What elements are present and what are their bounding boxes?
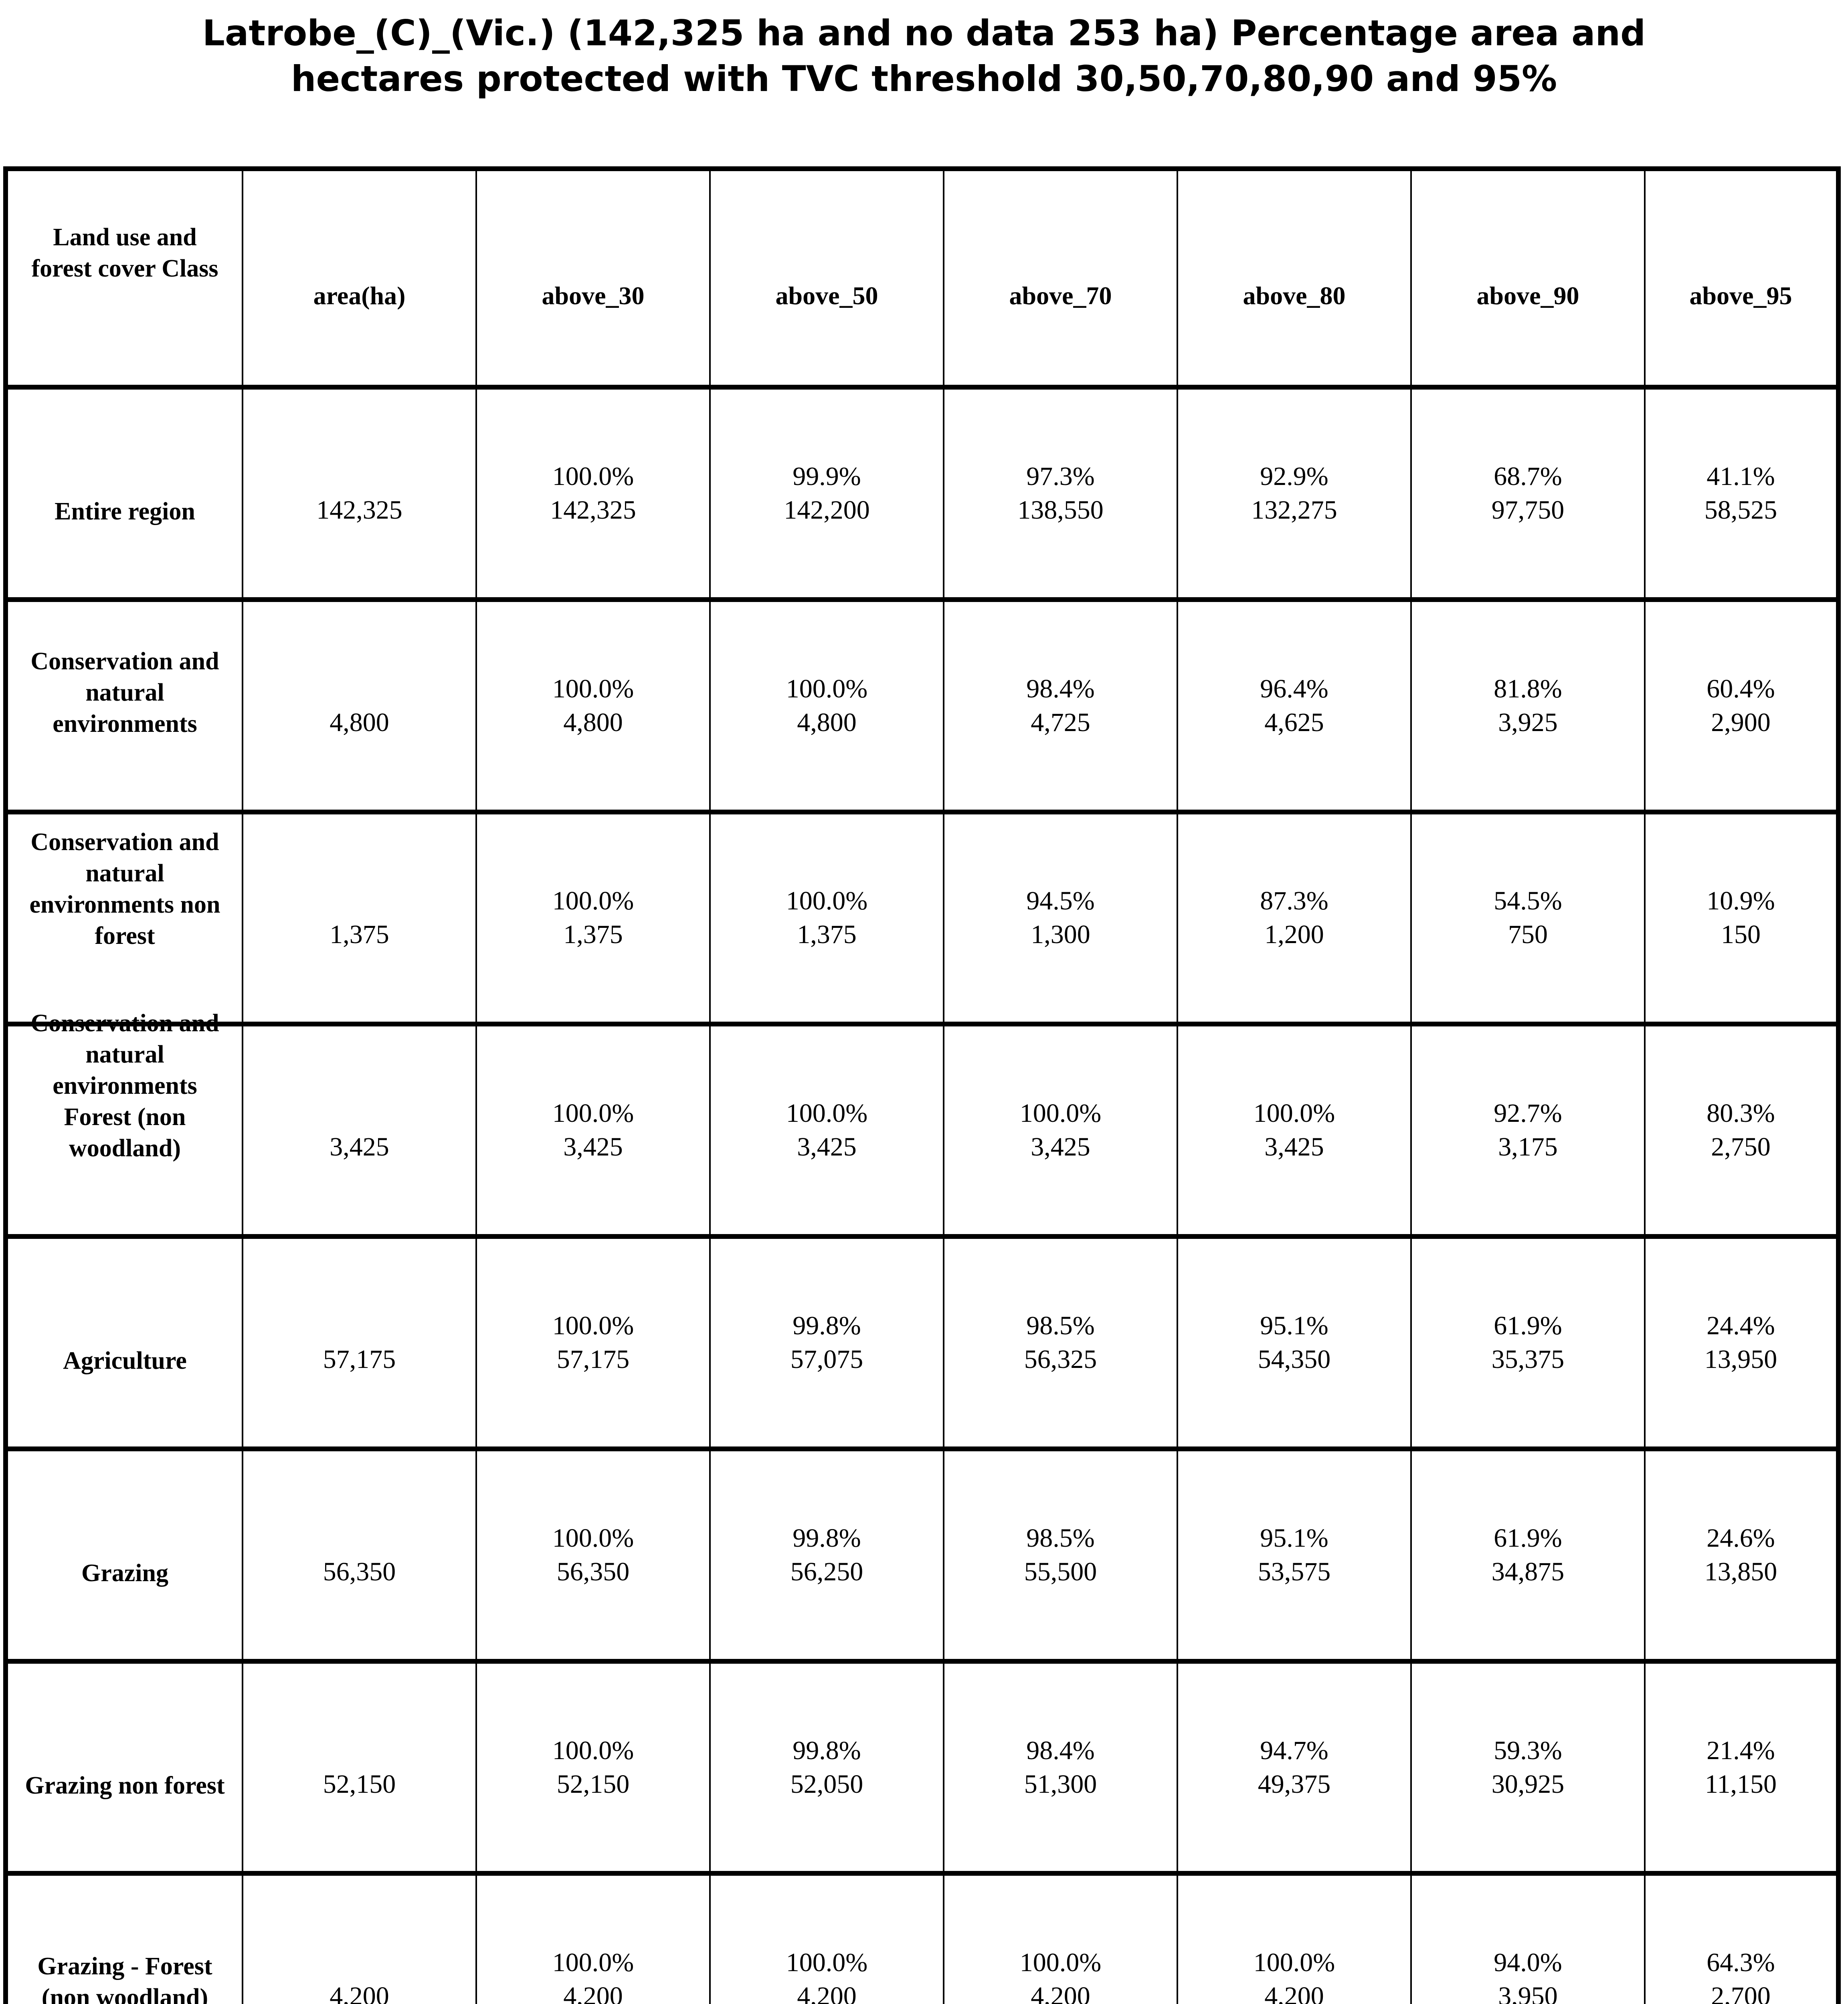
data-cell: 60.4% 2,900 xyxy=(1646,602,1836,814)
data-cell: 87.3% 1,200 xyxy=(1178,814,1412,1027)
data-cell: 81.8% 3,925 xyxy=(1412,602,1646,814)
data-cell: 68.7% 97,750 xyxy=(1412,390,1646,602)
header-cell-area: area(ha) xyxy=(243,171,477,390)
header-cell-above-95: above_95 xyxy=(1646,171,1836,390)
data-cell: 21.4% 11,150 xyxy=(1646,1664,1836,1876)
area-cell: 4,800 xyxy=(243,602,477,814)
data-cell: 100.0% 57,175 xyxy=(477,1239,711,1451)
data-cell: 96.4% 4,625 xyxy=(1178,602,1412,814)
data-cell: 10.9% 150 xyxy=(1646,814,1836,1027)
data-cell: 92.7% 3,175 xyxy=(1412,1026,1646,1239)
data-cell: 95.1% 54,350 xyxy=(1178,1239,1412,1451)
class-cell: Conservation and natural environments xyxy=(8,602,243,814)
data-cell: 94.0% 3,950 xyxy=(1412,1876,1646,2004)
data-cell: 61.9% 34,875 xyxy=(1412,1451,1646,1664)
data-cell: 100.0% 1,375 xyxy=(711,814,944,1027)
class-cell: Conservation and natural environments no… xyxy=(8,814,243,1027)
class-cell: Entire region xyxy=(8,390,243,602)
data-cell: 100.0% 3,425 xyxy=(1178,1026,1412,1239)
data-cell: 100.0% 4,800 xyxy=(711,602,944,814)
class-cell: Grazing non forest xyxy=(8,1663,243,1876)
page-title-line1: Latrobe_(C)_(Vic.) (142,325 ha and no da… xyxy=(202,12,1646,54)
data-cell: 94.7% 49,375 xyxy=(1178,1663,1412,1876)
area-cell: 56,350 xyxy=(243,1451,477,1664)
data-cell: 98.5% 56,325 xyxy=(944,1239,1178,1451)
data-table: Land use and forest cover Class area(ha)… xyxy=(3,166,1841,2004)
data-cell: 99.9% 142,200 xyxy=(711,390,944,602)
data-cell: 98.4% 51,300 xyxy=(944,1663,1178,1876)
data-cell: 100.0% 52,150 xyxy=(477,1663,711,1876)
data-cell: 80.3% 2,750 xyxy=(1646,1026,1836,1239)
data-cell: 64.3% 2,700 xyxy=(1646,1876,1836,2004)
data-cell: 94.5% 1,300 xyxy=(944,814,1178,1027)
data-cell: 99.8% 52,050 xyxy=(711,1663,944,1876)
data-cell: 100.0% 3,425 xyxy=(944,1026,1178,1239)
data-cell: 24.4% 13,950 xyxy=(1646,1239,1836,1451)
area-cell: 4,200 xyxy=(243,1876,477,2004)
class-cell: Conservation and natural environments Fo… xyxy=(8,1010,243,1239)
area-cell: 142,325 xyxy=(243,390,477,602)
data-cell: 100.0% 3,425 xyxy=(711,1026,944,1239)
header-cell-above-30: above_30 xyxy=(477,171,711,390)
data-cell: 100.0% 4,200 xyxy=(944,1876,1178,2004)
header-cell-above-80: above_80 xyxy=(1178,171,1412,390)
data-cell: 99.8% 57,075 xyxy=(711,1239,944,1451)
data-cell: 92.9% 132,275 xyxy=(1178,390,1412,602)
data-cell: 95.1% 53,575 xyxy=(1178,1451,1412,1664)
area-cell: 52,150 xyxy=(243,1663,477,1876)
area-cell: 57,175 xyxy=(243,1239,477,1451)
class-cell: Grazing xyxy=(8,1451,243,1664)
data-cell: 61.9% 35,375 xyxy=(1412,1239,1646,1451)
data-cell: 100.0% 4,200 xyxy=(711,1876,944,2004)
data-cell: 100.0% 3,425 xyxy=(477,1026,711,1239)
data-cell: 98.5% 55,500 xyxy=(944,1451,1178,1664)
page-title: Latrobe_(C)_(Vic.) (142,325 ha and no da… xyxy=(0,10,1848,102)
class-cell: Agriculture xyxy=(8,1239,243,1451)
area-cell: 3,425 xyxy=(243,1026,477,1239)
data-cell: 100.0% 4,200 xyxy=(1178,1876,1412,2004)
header-cell-class: Land use and forest cover Class xyxy=(8,171,243,390)
area-cell: 1,375 xyxy=(243,814,477,1027)
data-cell: 100.0% 4,800 xyxy=(477,602,711,814)
header-cell-above-90: above_90 xyxy=(1412,171,1646,390)
data-cell: 97.3% 138,550 xyxy=(944,390,1178,602)
header-cell-above-50: above_50 xyxy=(711,171,944,390)
data-cell: 100.0% 4,200 xyxy=(477,1876,711,2004)
data-cell: 98.4% 4,725 xyxy=(944,602,1178,814)
class-cell: Grazing - Forest (non woodland) xyxy=(8,1876,243,2004)
data-cell: 24.6% 13,850 xyxy=(1646,1451,1836,1664)
data-cell: 100.0% 1,375 xyxy=(477,814,711,1027)
page-title-line2: hectares protected with TVC threshold 30… xyxy=(291,58,1557,99)
data-cell: 100.0% 142,325 xyxy=(477,390,711,602)
data-cell: 41.1% 58,525 xyxy=(1646,390,1836,602)
data-cell: 99.8% 56,250 xyxy=(711,1451,944,1664)
data-cell: 100.0% 56,350 xyxy=(477,1451,711,1664)
data-cell: 54.5% 750 xyxy=(1412,814,1646,1027)
data-cell: 59.3% 30,925 xyxy=(1412,1663,1646,1876)
header-cell-above-70: above_70 xyxy=(944,171,1178,390)
